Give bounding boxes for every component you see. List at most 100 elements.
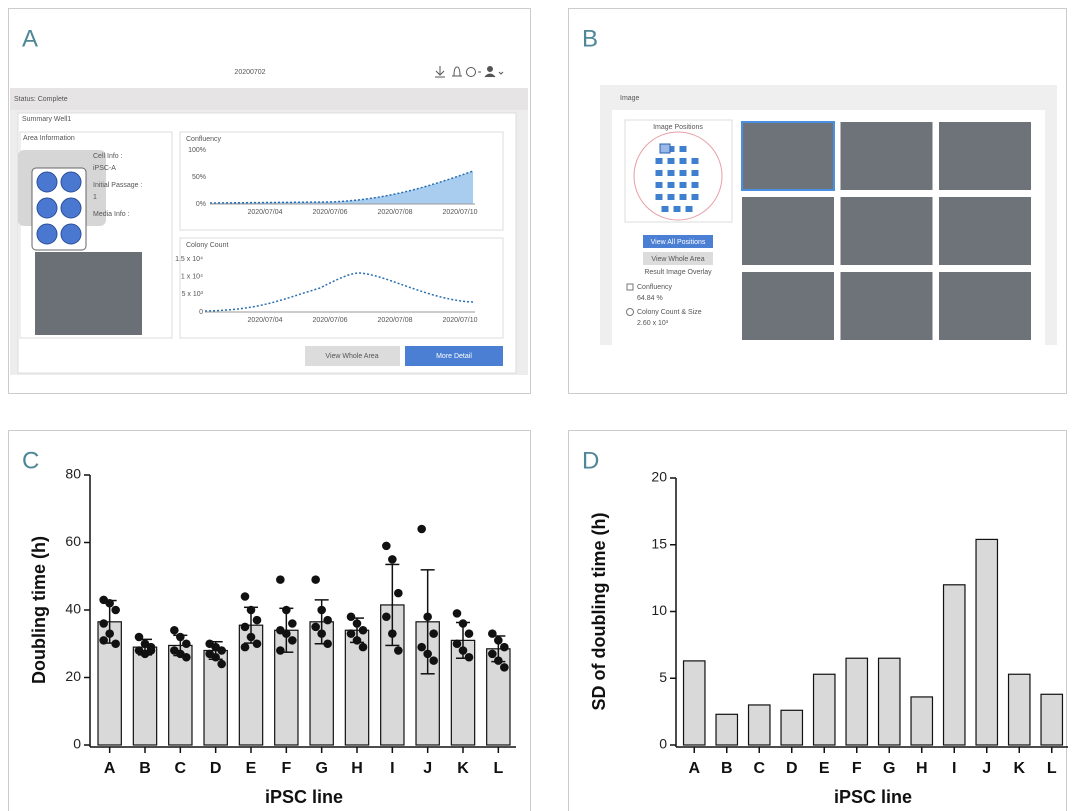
well-image xyxy=(35,252,142,335)
data-point xyxy=(494,636,503,645)
data-point xyxy=(111,639,120,648)
data-point xyxy=(241,592,250,601)
mini-y-label: 5 x 10³ xyxy=(182,291,204,298)
position-image xyxy=(742,122,834,190)
y-tick-label: 60 xyxy=(65,533,81,549)
data-point xyxy=(311,623,320,632)
x-axis-title: iPSC line xyxy=(834,787,912,807)
data-point xyxy=(423,612,432,621)
x-tick-label: A xyxy=(688,760,700,777)
figure: A 20200702 Status: Complete Summary Well… xyxy=(0,0,1075,811)
area-title: Area Information xyxy=(23,135,75,142)
colony-title: Colony Count xyxy=(186,242,228,249)
data-point xyxy=(288,636,297,645)
data-point xyxy=(211,653,220,662)
position-image xyxy=(939,197,1031,265)
x-tick-label: D xyxy=(786,760,798,777)
position xyxy=(668,182,675,188)
y-tick-label: 5 xyxy=(659,669,667,685)
mini-y-label: 50% xyxy=(192,174,206,181)
position-image xyxy=(939,122,1031,190)
image-grid xyxy=(742,122,1031,340)
data-point xyxy=(429,629,438,638)
position xyxy=(674,206,681,212)
data-point xyxy=(347,612,356,621)
cell-info: iPSC-A xyxy=(93,165,116,172)
data-point xyxy=(182,653,191,662)
data-point xyxy=(323,639,332,648)
x-tick-label: I xyxy=(390,760,394,777)
status-bar xyxy=(10,88,528,110)
mini-x-label: 2020/07/04 xyxy=(247,317,282,324)
x-tick-label: H xyxy=(916,760,928,777)
overlay-value: 64.84 % xyxy=(637,295,663,302)
position xyxy=(656,170,663,176)
x-tick-label: B xyxy=(139,760,151,777)
data-point xyxy=(388,629,397,638)
x-tick-label: B xyxy=(721,760,733,777)
button-label[interactable]: More Detail xyxy=(436,353,472,360)
radio[interactable] xyxy=(627,309,634,316)
position xyxy=(692,182,699,188)
overlay-value: 2.60 x 10³ xyxy=(637,320,669,327)
y-tick-label: 20 xyxy=(651,469,667,485)
x-tick-label: F xyxy=(281,760,291,777)
bar xyxy=(1041,694,1062,745)
y-axis-title: Doubling time (h) xyxy=(29,536,49,684)
bar xyxy=(1009,674,1030,745)
mini-x-label: 2020/07/10 xyxy=(442,209,477,216)
data-point xyxy=(488,650,497,659)
panel-frame xyxy=(9,431,531,811)
media-label: Media Info : xyxy=(93,211,130,218)
data-point xyxy=(394,589,403,598)
data-point xyxy=(388,555,397,564)
bar xyxy=(944,585,965,745)
passage-label: Initial Passage : xyxy=(93,182,142,189)
data-point xyxy=(241,623,250,632)
panel-label: C xyxy=(22,447,39,474)
mini-x-label: 2020/07/04 xyxy=(247,209,282,216)
data-point xyxy=(417,525,426,534)
y-tick-label: 40 xyxy=(65,601,81,617)
panel-label: A xyxy=(22,25,38,52)
position xyxy=(668,194,675,200)
button-label[interactable]: View All Positions xyxy=(651,239,706,246)
x-tick-label: K xyxy=(457,760,469,777)
image-title: Image xyxy=(620,95,640,102)
x-tick-label: C xyxy=(753,760,765,777)
y-tick-label: 80 xyxy=(65,466,81,482)
button-label[interactable]: View Whole Area xyxy=(651,256,704,263)
position-image xyxy=(939,272,1031,340)
section-title: Summary Well1 xyxy=(22,116,71,123)
x-tick-label: E xyxy=(819,760,830,777)
data-point xyxy=(311,575,320,584)
mini-x-label: 2020/07/08 xyxy=(377,209,412,216)
overlay-title: Result Image Overlay xyxy=(644,269,712,276)
data-point xyxy=(459,619,468,628)
position-selected xyxy=(660,144,670,153)
data-point xyxy=(500,663,509,672)
data-point xyxy=(99,636,108,645)
data-point xyxy=(359,643,368,652)
data-point xyxy=(323,616,332,625)
x-tick-label: J xyxy=(982,760,991,777)
position xyxy=(662,206,669,212)
mini-y-label: 0 xyxy=(199,309,203,316)
data-point xyxy=(276,575,285,584)
positions-title: Image Positions xyxy=(653,124,703,131)
position xyxy=(656,182,663,188)
data-point xyxy=(176,633,185,642)
bar xyxy=(879,658,900,745)
data-point xyxy=(217,660,226,669)
data-point xyxy=(170,626,179,635)
y-tick-label: 10 xyxy=(651,602,667,618)
y-tick-label: 20 xyxy=(65,668,81,684)
passage: 1 xyxy=(93,194,97,201)
data-point xyxy=(217,646,226,655)
data-point xyxy=(99,619,108,628)
data-point xyxy=(317,629,326,638)
x-tick-label: K xyxy=(1013,760,1025,777)
button-label[interactable]: View Whole Area xyxy=(325,353,378,360)
checkbox[interactable] xyxy=(627,284,633,290)
cell-info-label: Cell Info : xyxy=(93,153,123,160)
